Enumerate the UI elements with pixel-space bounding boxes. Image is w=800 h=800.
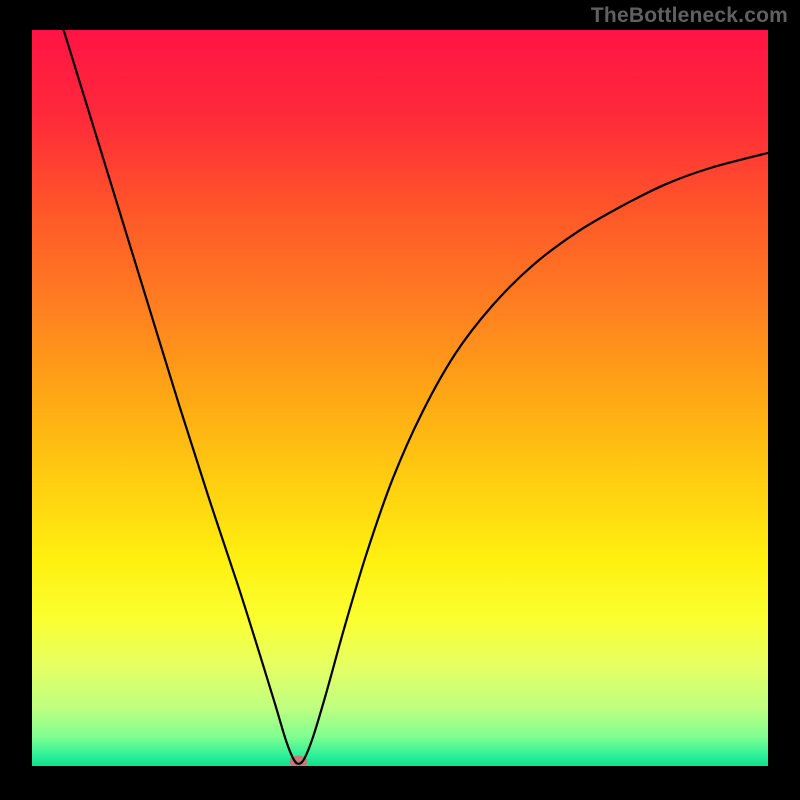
plot-background-gradient [32, 30, 768, 766]
bottleneck-chart-svg [0, 0, 800, 800]
chart-container: TheBottleneck.com [0, 0, 800, 800]
watermark-text: TheBottleneck.com [591, 4, 788, 28]
